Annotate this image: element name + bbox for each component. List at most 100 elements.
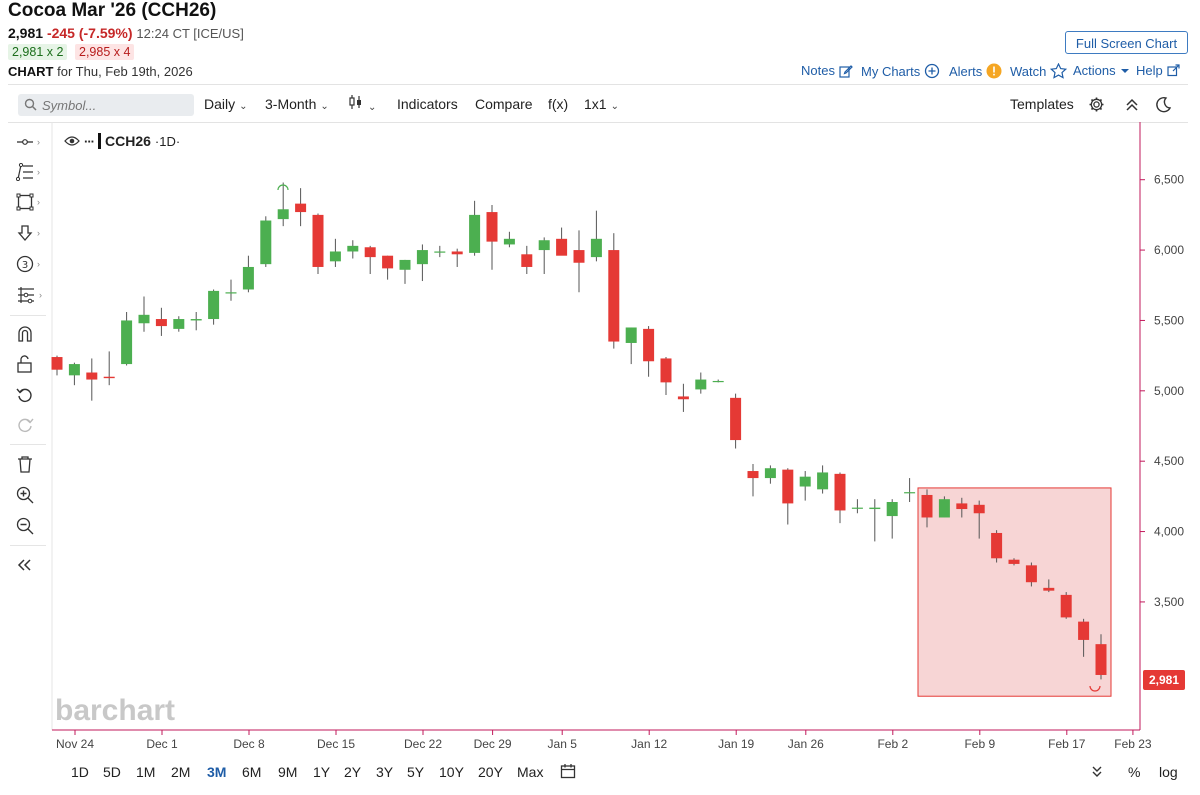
calendar-icon[interactable] — [560, 763, 576, 779]
quote-meta: 12:24 CT [ICE/US] — [136, 26, 244, 41]
legend-symbol: CCH26 — [105, 133, 151, 149]
candle-body — [956, 503, 968, 510]
chevron-right-icon: › — [37, 197, 40, 207]
fib-tool[interactable]: › — [16, 160, 44, 184]
range-button-1y[interactable]: 1Y — [313, 764, 331, 780]
chart-type-dropdown[interactable]: ⌄ — [348, 94, 376, 113]
x-tick-label: Dec 15 — [317, 737, 355, 751]
redo-icon — [18, 418, 34, 432]
count-tool[interactable]: 3 › — [16, 252, 44, 276]
y-tick-label: 4,000 — [1154, 525, 1184, 539]
candle — [208, 289, 220, 325]
header-divider — [8, 84, 1188, 85]
x-tick-label: Dec 29 — [474, 737, 512, 751]
last-price-tag-label: 2,981 — [1149, 673, 1179, 687]
log-scale-button[interactable]: log — [1159, 764, 1178, 780]
candle — [138, 296, 150, 332]
range-button-max[interactable]: Max — [517, 764, 544, 780]
range-button-20y[interactable]: 20Y — [478, 764, 503, 780]
range-dropdown[interactable]: 3-Month ⌄ — [265, 96, 329, 112]
number-marker-icon: 3 — [16, 255, 34, 273]
candle — [921, 489, 933, 528]
indicators-button[interactable]: Indicators — [397, 96, 458, 112]
candle — [382, 255, 394, 280]
gear-icon[interactable] — [1088, 96, 1105, 113]
candle-body — [295, 203, 307, 213]
candle-body — [973, 504, 985, 514]
alerts-link[interactable]: Alerts — [949, 63, 1002, 79]
help-link[interactable]: Help — [1136, 63, 1180, 78]
range-button-2m[interactable]: 2M — [171, 764, 191, 780]
range-button-9m[interactable]: 9M — [278, 764, 298, 780]
collapse-up-icon[interactable] — [1125, 97, 1139, 113]
eye-icon[interactable] — [64, 135, 80, 147]
full-screen-chart-button[interactable]: Full Screen Chart — [1065, 31, 1188, 54]
range-button-5d[interactable]: 5D — [103, 764, 121, 780]
range-bar: 1D 5D 1M 2M 3M 6M 9M 1Y 2Y 3Y 5Y 10Y 20Y Max % log — [8, 756, 1188, 786]
svg-text:3: 3 — [22, 260, 28, 271]
range-button-6m[interactable]: 6M — [242, 764, 262, 780]
measure-tool[interactable]: › — [16, 283, 44, 307]
compare-button[interactable]: Compare — [475, 96, 533, 112]
zoom-out-button[interactable] — [16, 514, 44, 538]
templates-button[interactable]: Templates — [1010, 96, 1074, 112]
notes-link[interactable]: Notes — [801, 63, 853, 78]
candlestick-icon — [349, 95, 361, 109]
my-charts-link[interactable]: My Charts — [861, 63, 940, 79]
chevron-down-icon: ⌄ — [320, 101, 329, 112]
layout-dropdown[interactable]: 1x1 ⌄ — [584, 96, 619, 112]
chart-legend[interactable]: ··· CCH26 ·1D· — [64, 133, 180, 149]
redo-button[interactable] — [16, 413, 44, 437]
magnet-tool[interactable] — [16, 322, 44, 346]
candle-body — [382, 255, 394, 269]
range-button-1d[interactable]: 1D — [71, 764, 89, 780]
interval-label: Daily — [204, 96, 236, 112]
delete-drawings-button[interactable] — [16, 452, 44, 476]
barchart-watermark: barchart — [55, 694, 176, 727]
candle-body — [730, 397, 742, 441]
candle — [869, 499, 881, 542]
symbol-search-input[interactable] — [18, 94, 194, 116]
dark-mode-moon-icon[interactable] — [1155, 96, 1172, 113]
range-button-2y[interactable]: 2Y — [344, 764, 362, 780]
toolbar-divider — [8, 122, 1188, 123]
candle-body — [138, 314, 150, 324]
candle-body — [590, 238, 602, 258]
range-button-3y[interactable]: 3Y — [376, 764, 394, 780]
candle — [904, 478, 916, 502]
arrow-tool[interactable]: › — [16, 221, 44, 245]
line-tool[interactable]: › — [16, 130, 44, 154]
candle — [451, 248, 463, 267]
zoom-in-button[interactable] — [16, 483, 44, 507]
candle-body — [1095, 644, 1107, 675]
range-label: 3-Month — [265, 96, 317, 112]
undo-button[interactable] — [16, 383, 44, 407]
range-button-5y[interactable]: 5Y — [407, 764, 425, 780]
candle — [364, 245, 376, 274]
chevron-down-icon: ⌄ — [239, 101, 248, 112]
range-button-3m[interactable]: 3M — [207, 764, 227, 780]
candle-body — [103, 376, 115, 379]
percent-scale-button[interactable]: % — [1128, 764, 1141, 780]
collapse-toolbar-button[interactable] — [16, 553, 44, 577]
lock-tool[interactable] — [16, 352, 44, 376]
range-button-1m[interactable]: 1M — [136, 764, 156, 780]
candle-body — [886, 502, 898, 517]
candle — [86, 358, 98, 401]
watch-link[interactable]: Watch — [1010, 63, 1068, 79]
candle-body — [625, 327, 637, 343]
shape-tool[interactable]: › — [16, 190, 44, 214]
more-options-icon[interactable]: ··· — [84, 133, 95, 149]
x-tick-label: Dec 8 — [233, 737, 265, 751]
fx-button[interactable]: f(x) — [548, 96, 569, 112]
interval-dropdown[interactable]: Daily ⌄ — [204, 96, 248, 112]
candle-body — [86, 372, 98, 380]
actions-menu[interactable]: Actions — [1073, 63, 1130, 78]
double-chevron-down-icon[interactable] — [1091, 765, 1103, 778]
highlight-rectangle[interactable] — [917, 487, 1112, 697]
watch-label: Watch — [1010, 63, 1047, 79]
candle — [817, 465, 829, 494]
x-tick-label: Jan 26 — [788, 737, 824, 751]
range-button-10y[interactable]: 10Y — [439, 764, 464, 780]
